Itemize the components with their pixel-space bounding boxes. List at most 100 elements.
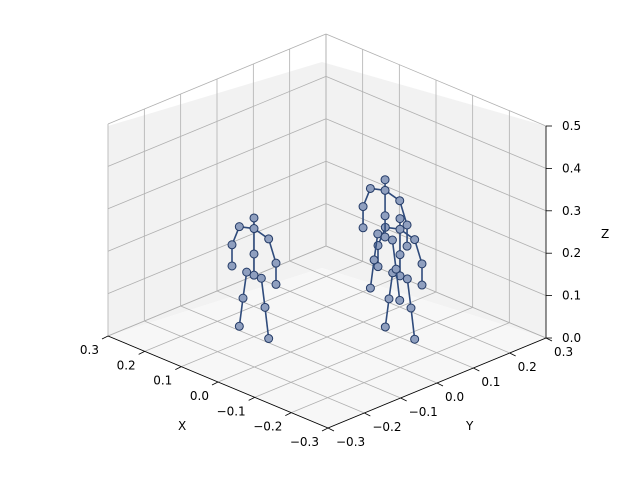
skeleton-joint <box>234 321 244 331</box>
skeleton-joint <box>264 234 274 244</box>
skeleton-joint <box>417 280 427 290</box>
skeleton-joint <box>365 283 375 293</box>
x-tick-mark <box>248 396 255 401</box>
x-tick-label: −0.2 <box>253 420 282 434</box>
skeleton-joint <box>227 240 237 250</box>
skeleton-joint <box>380 175 390 185</box>
y-tick-label: −0.3 <box>336 435 365 449</box>
grid-line-z-left <box>107 160 327 252</box>
skeleton-joint <box>402 241 412 251</box>
skeleton-bone <box>395 269 401 301</box>
grid-line-floor-y <box>180 305 401 399</box>
skeleton-joint <box>365 183 375 193</box>
y-tick-label: 0.1 <box>481 375 500 389</box>
grid-line-z-right <box>325 245 547 339</box>
x-axis-label: X <box>178 419 186 433</box>
skeleton-joint <box>373 229 383 239</box>
skeleton-joint <box>417 259 427 269</box>
skeleton-joint <box>402 274 412 284</box>
skeleton-joint <box>395 224 405 234</box>
skeleton-joint <box>380 185 390 195</box>
y-tick-label: 0.0 <box>445 390 464 404</box>
y-tick-label: 0.2 <box>518 360 537 374</box>
skeleton-joint <box>271 279 281 289</box>
grid-line-floor-y <box>253 275 474 369</box>
y-tick-label: −0.2 <box>372 420 401 434</box>
skeleton-joint <box>380 211 390 221</box>
z-tick-label: 0.1 <box>562 289 581 303</box>
skeleton-joint <box>358 202 368 212</box>
grid-line-z-left <box>107 203 327 294</box>
skeleton-bone <box>391 239 397 270</box>
skeleton-joint <box>395 214 405 224</box>
x-tick-label: 0.0 <box>190 389 209 403</box>
y-axis-label: Y <box>465 419 474 433</box>
y-tick-mark <box>473 367 480 372</box>
x-tick-label: 0.2 <box>117 358 136 372</box>
skeleton-bone <box>406 278 412 309</box>
skeleton-joint <box>369 255 379 265</box>
grid-line-floor-y <box>289 260 510 354</box>
y-tick-label: −0.1 <box>409 405 438 419</box>
skeleton-joint <box>380 232 390 242</box>
grid-line-z-right <box>325 118 547 212</box>
grid-line-z-left <box>107 76 327 167</box>
skeletons <box>227 175 427 344</box>
tick-labels: −0.3−0.2−0.10.00.10.20.3−0.3−0.2−0.10.00… <box>80 119 581 449</box>
y-tick-mark <box>400 397 407 402</box>
skeleton-joint <box>264 334 274 344</box>
skeleton-joint <box>249 249 259 259</box>
skeleton-joint <box>249 224 259 234</box>
skeleton-joint <box>234 222 244 232</box>
z-tick-label: 0.4 <box>562 161 581 175</box>
x-tick-label: 0.3 <box>80 343 99 357</box>
z-tick-label: 0.5 <box>562 119 581 133</box>
grid-line-z-left <box>107 33 327 125</box>
grid-line-z-right <box>325 76 547 169</box>
skeleton-joint <box>410 235 420 245</box>
skeleton-joint <box>410 334 420 344</box>
x-tick-mark <box>101 335 109 340</box>
y-tick-mark <box>509 352 516 357</box>
skeleton-joint <box>402 220 412 230</box>
grid-line-z-left <box>107 118 327 210</box>
z-axis-label: Z <box>601 227 609 241</box>
x-tick-mark <box>321 427 329 432</box>
y-tick-mark <box>364 412 371 417</box>
z-tick-label: 0.2 <box>562 246 581 260</box>
skeleton-1 <box>373 214 427 344</box>
y-tick-mark <box>436 382 444 387</box>
skeleton-bone <box>238 298 244 327</box>
skeleton-joint <box>373 262 383 272</box>
skeleton-bone <box>264 307 270 339</box>
skeleton-3 <box>358 175 412 305</box>
skeleton-bone <box>410 307 416 340</box>
y-tick-label: 0.3 <box>554 345 573 359</box>
skeleton-joint <box>271 258 281 268</box>
x-tick-mark <box>285 412 292 417</box>
grid-line-z-right <box>325 33 547 127</box>
skeleton-joint <box>260 302 270 312</box>
y-tick-mark <box>545 337 553 342</box>
y-tick-mark <box>327 427 335 432</box>
x-tick-mark <box>211 381 219 386</box>
skeleton-joint <box>395 250 405 260</box>
skeleton-joint <box>395 196 405 206</box>
skeleton-bone <box>260 278 266 308</box>
grid-line-floor-y <box>144 320 365 414</box>
skeleton-joint <box>242 267 252 277</box>
skeleton-joint <box>391 264 401 274</box>
skeleton-joint <box>384 294 394 304</box>
z-tick-label: 0.0 <box>562 331 581 345</box>
skeleton-bone <box>384 298 390 328</box>
skeleton-joint <box>387 235 397 245</box>
skeleton-joint <box>238 293 248 303</box>
x-tick-mark <box>138 350 145 355</box>
x-tick-mark <box>175 366 182 371</box>
skeleton-joint <box>406 303 416 313</box>
grid-line-z-left <box>107 245 327 337</box>
pane-floor <box>108 268 546 428</box>
skeleton-joint <box>380 322 390 332</box>
skeleton-joint <box>249 213 259 223</box>
